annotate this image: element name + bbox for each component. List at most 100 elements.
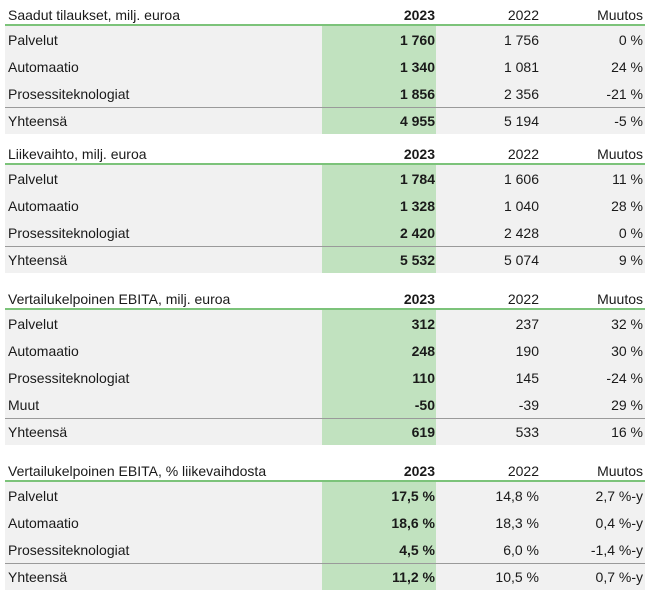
- col-header-muutos: Muutos: [597, 146, 643, 162]
- value-2023: 4 955: [399, 113, 435, 129]
- value-2023: 248: [411, 342, 435, 359]
- value-2023: 5 532: [399, 252, 435, 268]
- value-2023: 110: [412, 369, 435, 386]
- value-muutos: 2,7 %-y: [595, 487, 643, 504]
- value-muutos: 0 %: [618, 224, 643, 241]
- table-row: Prosessiteknologiat 110 145 -24 %: [5, 364, 645, 391]
- value-muutos: 24 %: [611, 58, 643, 75]
- col-header-2022: 2022: [507, 291, 539, 307]
- highlight-2023: [322, 482, 436, 509]
- value-2022: 145: [515, 369, 539, 386]
- table-header: Vertailukelpoinen EBITA, milj. euroa 202…: [5, 286, 645, 310]
- table-title: Liikevaihto, milj. euroa: [8, 146, 147, 162]
- value-2022: 5 194: [503, 113, 539, 129]
- row-label: Yhteensä: [8, 252, 68, 268]
- row-label: Palvelut: [8, 31, 58, 48]
- table-row: Prosessiteknologiat 1 856 2 356 -21 %: [5, 80, 645, 107]
- value-2023: -50: [414, 396, 435, 413]
- value-muutos: 16 %: [611, 424, 643, 440]
- highlight-2023: [322, 536, 436, 563]
- value-2023: 4,5 %: [399, 541, 435, 558]
- table-ebita-percent: Vertailukelpoinen EBITA, % liikevaihdost…: [5, 458, 645, 590]
- col-header-2022: 2022: [507, 7, 539, 23]
- table-row: Palvelut 17,5 % 14,8 % 2,7 %-y: [5, 482, 645, 509]
- col-header-2022: 2022: [507, 463, 539, 479]
- table-row: Prosessiteknologiat 4,5 % 6,0 % -1,4 %-y: [5, 536, 645, 563]
- table-row: Automaatio 1 340 1 081 24 %: [5, 53, 645, 80]
- value-2023: 1 784: [399, 170, 435, 187]
- table-ebita: Vertailukelpoinen EBITA, milj. euroa 202…: [5, 286, 645, 445]
- row-label: Yhteensä: [8, 569, 68, 585]
- highlight-2023: [322, 310, 436, 337]
- table-header: Vertailukelpoinen EBITA, % liikevaihdost…: [5, 458, 645, 482]
- row-label: Automaatio: [8, 342, 79, 359]
- value-2022: -39: [518, 396, 539, 413]
- table-header: Liikevaihto, milj. euroa 2023 2022 Muuto…: [5, 141, 645, 165]
- col-header-2023: 2023: [403, 146, 435, 162]
- value-muutos: -5 %: [614, 113, 643, 129]
- value-muutos: 29 %: [611, 396, 643, 413]
- col-header-2023: 2023: [403, 7, 435, 23]
- highlight-2023: [322, 247, 436, 273]
- row-label: Yhteensä: [8, 113, 68, 129]
- row-label: Palvelut: [8, 170, 58, 187]
- col-header-2023: 2023: [403, 463, 435, 479]
- table-header: Saadut tilaukset, milj. euroa 2023 2022 …: [5, 2, 645, 26]
- value-2023: 312: [411, 315, 435, 332]
- value-2022: 1 040: [503, 197, 539, 214]
- table-row: Palvelut 1 760 1 756 0 %: [5, 26, 645, 53]
- value-2023: 1 328: [399, 197, 435, 214]
- total-row: Yhteensä 11,2 % 10,5 % 0,7 %-y: [5, 563, 645, 590]
- value-muutos: 9 %: [618, 252, 643, 268]
- row-label: Prosessiteknologiat: [8, 85, 130, 102]
- col-header-muutos: Muutos: [597, 291, 643, 307]
- value-2023: 11,2 %: [392, 569, 435, 585]
- highlight-2023: [322, 26, 436, 53]
- highlight-2023: [322, 509, 436, 536]
- row-label: Automaatio: [8, 197, 79, 214]
- table-row: Palvelut 1 784 1 606 11 %: [5, 165, 645, 192]
- value-2022: 10,5 %: [495, 569, 539, 585]
- highlight-2023: [322, 337, 436, 364]
- highlight-2023: [322, 192, 436, 219]
- col-header-2023: 2023: [403, 291, 435, 307]
- table-revenue: Liikevaihto, milj. euroa 2023 2022 Muuto…: [5, 141, 645, 273]
- value-2022: 1 081: [503, 58, 539, 75]
- value-2022: 14,8 %: [495, 487, 539, 504]
- value-2023: 1 340: [399, 58, 435, 75]
- value-2023: 18,6 %: [391, 514, 435, 531]
- table-row: Automaatio 248 190 30 %: [5, 337, 645, 364]
- value-2023: 17,5 %: [391, 487, 435, 504]
- value-muutos: -21 %: [606, 85, 643, 102]
- table-row: Automaatio 18,6 % 18,3 % 0,4 %-y: [5, 509, 645, 536]
- value-2022: 237: [515, 315, 539, 332]
- highlight-2023: [322, 364, 436, 391]
- value-2023: 2 420: [399, 224, 435, 241]
- highlight-2023: [322, 165, 436, 192]
- highlight-2023: [322, 108, 436, 134]
- highlight-2023: [322, 419, 436, 445]
- value-muutos: -24 %: [606, 369, 643, 386]
- value-2022: 5 074: [503, 252, 539, 268]
- value-muutos: 0,7 %-y: [595, 569, 643, 585]
- table-row: Prosessiteknologiat 2 420 2 428 0 %: [5, 219, 645, 246]
- value-2022: 190: [515, 342, 539, 359]
- row-label: Prosessiteknologiat: [8, 369, 130, 386]
- value-muutos: 0 %: [618, 31, 643, 48]
- highlight-2023: [322, 53, 436, 80]
- value-muutos: 28 %: [611, 197, 643, 214]
- table-title: Saadut tilaukset, milj. euroa: [8, 7, 180, 23]
- row-label: Palvelut: [8, 315, 58, 332]
- row-label: Muut: [8, 396, 40, 413]
- value-2022: 18,3 %: [495, 514, 539, 531]
- table-title: Vertailukelpoinen EBITA, % liikevaihdost…: [8, 463, 267, 479]
- value-muutos: -1,4 %-y: [590, 541, 643, 558]
- value-2023: 619: [411, 424, 435, 440]
- row-label: Automaatio: [8, 58, 79, 75]
- value-muutos: 30 %: [611, 342, 643, 359]
- col-header-muutos: Muutos: [597, 7, 643, 23]
- highlight-2023: [322, 564, 436, 590]
- value-2023: 1 856: [399, 85, 435, 102]
- row-label: Prosessiteknologiat: [8, 541, 130, 558]
- table-title: Vertailukelpoinen EBITA, milj. euroa: [8, 291, 231, 307]
